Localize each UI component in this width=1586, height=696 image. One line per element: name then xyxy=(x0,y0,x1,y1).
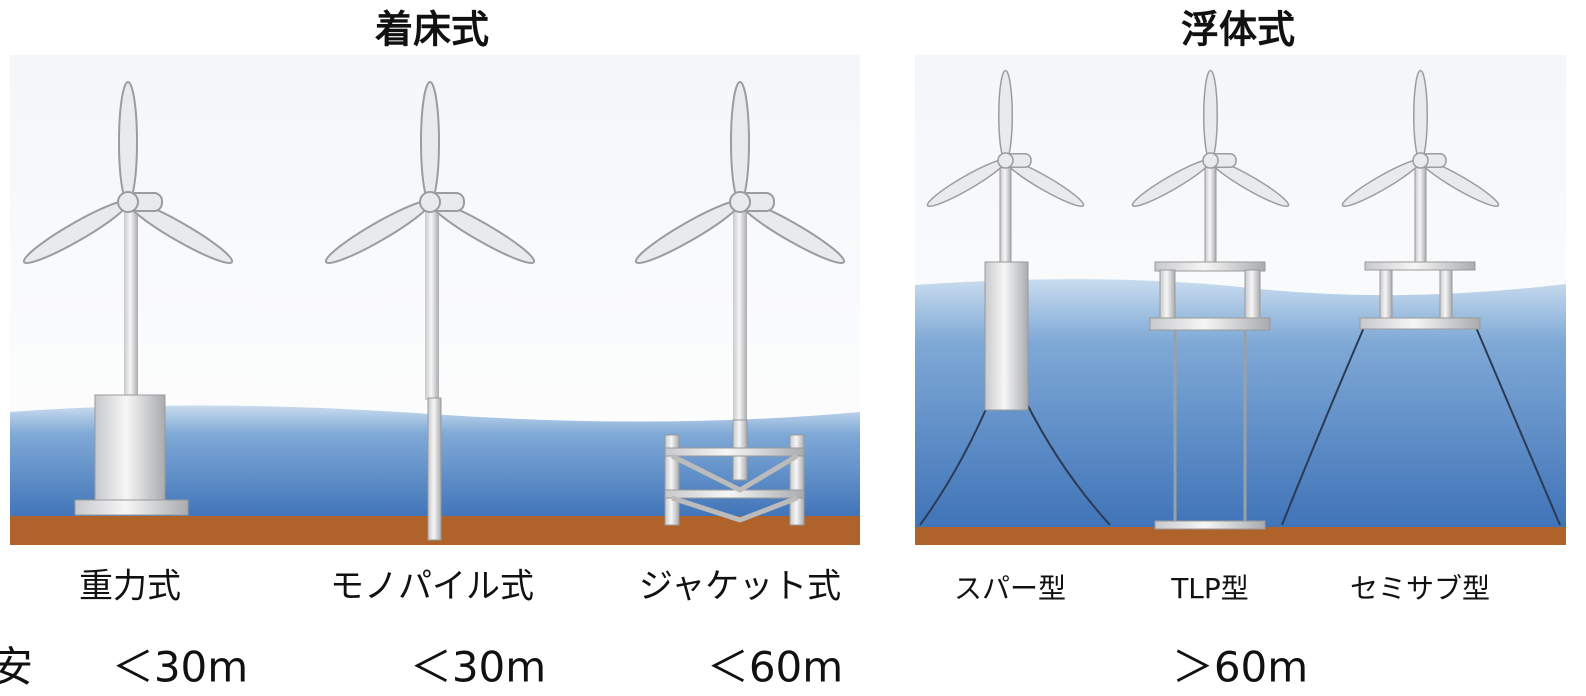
fixed-panel xyxy=(10,55,860,545)
group-title: 浮体式 xyxy=(1181,8,1295,52)
type-label: ジャケット式 xyxy=(639,567,841,607)
type-label: 重力式 xyxy=(79,567,181,607)
type-label: TLP型 xyxy=(1170,572,1249,605)
depth-label: ＜60m xyxy=(707,643,843,692)
type-label: スパー型 xyxy=(954,572,1066,605)
depth-label: ＞60m xyxy=(1172,643,1308,692)
depth-label: ＜30m xyxy=(112,643,248,692)
type-label: セミサブ型 xyxy=(1350,572,1490,605)
type-label: モノパイル式 xyxy=(330,567,534,607)
group-title: 着床式 xyxy=(375,8,489,52)
depth-heading: 安 xyxy=(0,643,33,692)
depth-label: ＜30m xyxy=(410,643,546,692)
floating-panel xyxy=(915,55,1566,545)
